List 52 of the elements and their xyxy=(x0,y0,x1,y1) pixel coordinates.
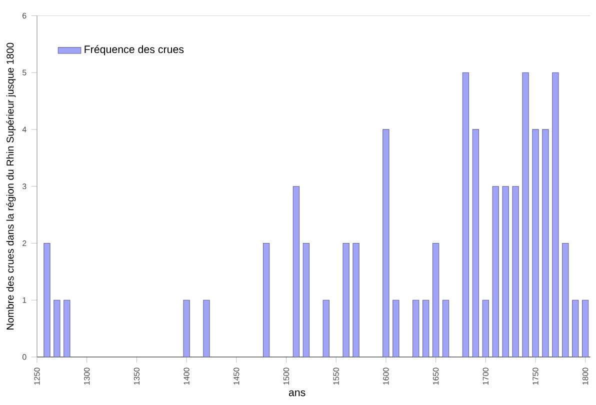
bar xyxy=(572,300,579,357)
bar xyxy=(203,300,210,357)
bar xyxy=(442,300,450,357)
y-tick-label: 3 xyxy=(22,184,26,190)
legend-label: Fréquence des crues xyxy=(84,45,184,56)
x-axis-title: ans xyxy=(288,390,306,396)
bar xyxy=(44,242,50,357)
y-tick-label: 0 xyxy=(22,354,26,360)
bar xyxy=(542,129,549,357)
bar xyxy=(462,72,470,357)
x-tick-label: 1400 xyxy=(184,368,190,385)
bar xyxy=(512,186,519,357)
y-tick-label: 5 xyxy=(22,70,26,76)
x-tick-label: 1700 xyxy=(482,368,488,385)
bar xyxy=(302,242,310,357)
bar xyxy=(342,242,350,357)
bar xyxy=(562,242,569,357)
bar xyxy=(382,129,390,357)
bar xyxy=(482,300,489,357)
bar xyxy=(432,242,440,357)
bar xyxy=(422,300,430,357)
bar xyxy=(472,129,480,357)
y-axis-title: Nombre des crues dans la région du Rhin Supérieur jusque 1800 xyxy=(6,42,16,330)
bar xyxy=(492,186,499,357)
bar xyxy=(352,242,360,357)
x-tick-label: 1650 xyxy=(432,368,439,385)
y-tick-label: 2 xyxy=(22,240,26,246)
bar xyxy=(532,129,539,357)
bar xyxy=(522,72,529,357)
bar xyxy=(502,186,509,357)
bar xyxy=(322,300,330,357)
bar xyxy=(262,242,270,357)
bar xyxy=(552,72,559,357)
x-tick-label: 1800 xyxy=(582,368,588,385)
bar xyxy=(582,300,589,357)
bar xyxy=(183,300,190,357)
bar xyxy=(392,300,400,357)
x-tick-label: 1350 xyxy=(134,368,140,385)
x-tick-label: 1750 xyxy=(532,368,538,385)
y-tick-label: 4 xyxy=(22,126,26,132)
x-tick-label: 1250 xyxy=(34,368,40,385)
bar xyxy=(412,300,420,357)
y-tick-label: 6 xyxy=(22,12,26,19)
x-tick-label: 1450 xyxy=(234,368,240,385)
x-tick-label: 1300 xyxy=(84,368,90,385)
y-tick-label: 1 xyxy=(22,297,26,303)
x-tick-label: 1500 xyxy=(283,368,290,385)
bar xyxy=(292,186,300,357)
x-tick-label: 1550 xyxy=(333,368,339,385)
bar xyxy=(64,300,70,357)
x-tick-label: 1600 xyxy=(383,368,389,385)
bar xyxy=(54,300,60,357)
